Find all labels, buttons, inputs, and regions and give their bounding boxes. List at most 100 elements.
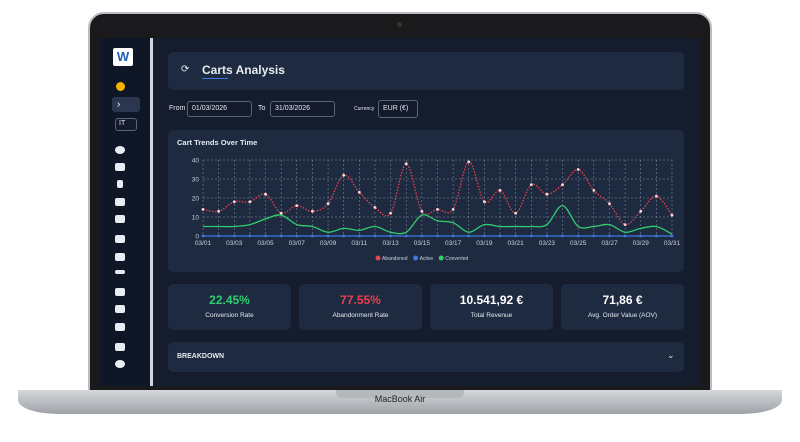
camera [397, 22, 402, 27]
data-point [232, 234, 236, 238]
stat-value: 10.541,92 € [459, 293, 524, 307]
data-point [264, 234, 267, 238]
legend-label: Active [420, 256, 434, 262]
data-point [623, 223, 627, 226]
data-point [545, 192, 549, 196]
data-point [608, 202, 611, 206]
to-date[interactable]: 31/03/2026 [270, 101, 335, 117]
data-point [404, 234, 408, 238]
data-point [311, 209, 314, 213]
device-label: MacBook Air [374, 394, 426, 404]
nav-icon[interactable] [117, 180, 123, 188]
data-point [561, 183, 564, 187]
data-point [670, 234, 674, 238]
data-point [373, 234, 377, 238]
nav-icon[interactable] [115, 270, 125, 274]
theme-toggle[interactable] [116, 82, 125, 91]
data-point [436, 234, 439, 238]
nav-icon[interactable] [115, 146, 125, 154]
x-tick-label: 03/23 [539, 240, 556, 247]
data-point [342, 234, 346, 238]
collapse-button[interactable]: › [112, 97, 140, 112]
breakdown-chevron[interactable]: ⌄ [667, 350, 675, 360]
nav-icon[interactable] [115, 305, 125, 313]
refresh-button[interactable]: ⟳ [181, 64, 190, 75]
data-point [342, 173, 346, 177]
data-point [217, 209, 221, 213]
currency-select[interactable]: EUR (€) [378, 100, 418, 118]
from-date[interactable]: 01/03/2026 [187, 101, 252, 117]
nav-icon[interactable] [115, 215, 125, 223]
y-tick-label: 10 [192, 215, 200, 222]
x-tick-label: 03/05 [257, 240, 274, 247]
legend-swatch [438, 255, 444, 261]
nav-icon[interactable] [115, 323, 125, 331]
page-title: Carts Analysis [202, 63, 285, 77]
nav-icon[interactable] [115, 288, 125, 296]
data-point [498, 189, 502, 192]
data-point [514, 234, 518, 238]
legend-label: Converted [445, 256, 468, 262]
to-label: To [258, 105, 266, 112]
data-point [217, 234, 221, 238]
data-point [576, 234, 580, 238]
logo[interactable]: W [113, 48, 133, 66]
stat-value: 22.45% [209, 293, 250, 307]
data-point [529, 234, 533, 238]
x-tick-label: 03/19 [476, 240, 493, 247]
nav-icon[interactable] [115, 198, 125, 206]
data-point [389, 234, 392, 238]
data-point [389, 211, 392, 215]
stat-card: 22.45% Conversion Rate [168, 284, 291, 330]
y-tick-label: 40 [192, 158, 200, 165]
data-point [420, 234, 424, 238]
data-point [654, 194, 658, 198]
data-point [248, 200, 252, 204]
legend-label: Abandoned [382, 256, 408, 262]
data-point [451, 208, 455, 211]
x-tick-label: 03/01 [195, 240, 212, 247]
x-tick-label: 03/29 [633, 240, 650, 247]
data-point [529, 183, 533, 187]
x-tick-label: 03/07 [289, 240, 306, 247]
stat-value: 77.55% [340, 293, 381, 307]
notch [336, 390, 464, 398]
y-tick-label: 20 [192, 196, 200, 203]
nav-icon[interactable] [115, 253, 125, 261]
data-point [639, 234, 643, 238]
nav-icon[interactable] [115, 163, 125, 171]
stat-card: 71,86 € Avg. Order Value (AOV) [561, 284, 684, 330]
stat-value: 71,86 € [602, 293, 643, 307]
y-tick-label: 0 [195, 234, 199, 241]
stat-label: Conversion Rate [205, 312, 254, 319]
x-tick-label: 03/15 [414, 240, 431, 247]
data-point [357, 234, 361, 238]
currency-label: Currency [354, 106, 375, 112]
language-select[interactable]: IT [115, 118, 137, 131]
x-tick-label: 03/09 [320, 240, 337, 247]
data-point [483, 200, 486, 204]
chart-card [168, 130, 684, 272]
data-point [561, 234, 564, 238]
breakdown-title: BREAKDOWN [177, 353, 225, 360]
data-point [592, 234, 596, 238]
x-tick-label: 03/17 [445, 240, 462, 247]
data-point [576, 168, 580, 171]
nav-icon[interactable] [115, 343, 125, 351]
data-point [483, 234, 486, 238]
data-point [279, 211, 283, 215]
stat-card: 77.55% Abandonment Rate [299, 284, 422, 330]
data-point [357, 190, 361, 194]
breakdown-card[interactable] [168, 342, 684, 372]
data-point [279, 234, 283, 238]
chart: Cart Trends Over Time 0 10 20 30 40 03/01 03/0… [177, 138, 681, 262]
nav-icon[interactable] [115, 360, 125, 368]
data-point [311, 234, 314, 238]
sidebar [100, 38, 150, 386]
nav-icon[interactable] [115, 235, 125, 243]
y-tick-label: 30 [192, 177, 200, 184]
data-point [326, 234, 330, 238]
x-tick-label: 03/21 [508, 240, 525, 247]
data-point [498, 234, 502, 238]
